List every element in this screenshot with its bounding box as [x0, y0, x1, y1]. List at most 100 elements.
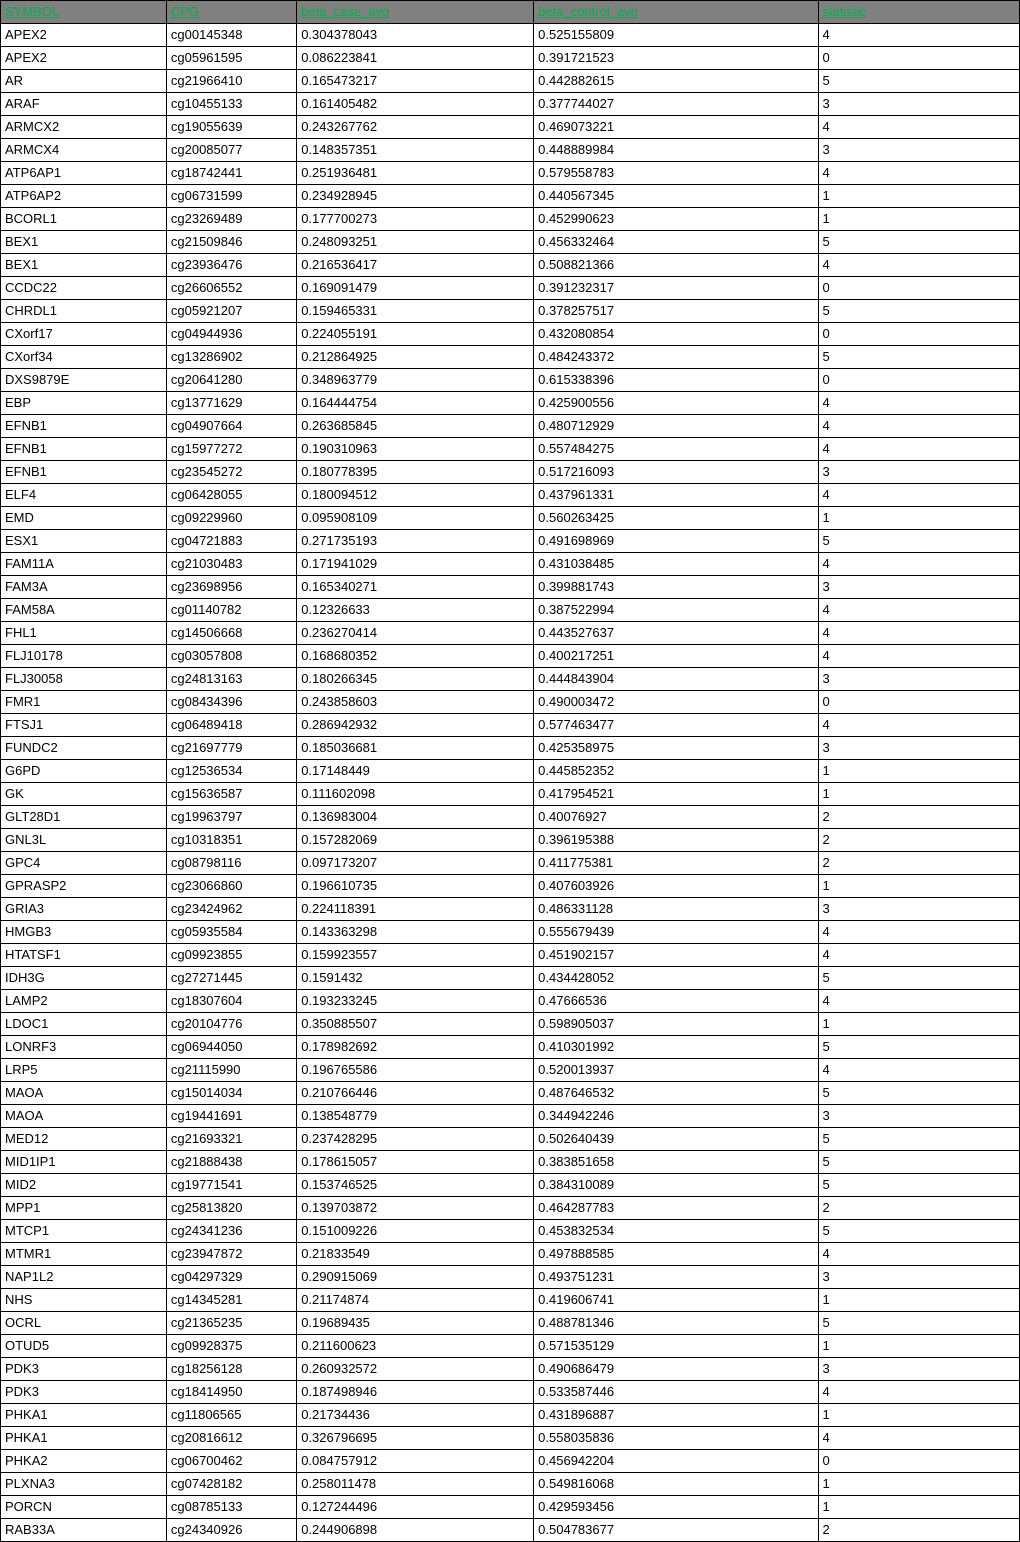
table-cell: 0.248093251: [297, 231, 534, 254]
table-cell: cg04297329: [166, 1266, 296, 1289]
table-row: CXorf34cg132869020.2128649250.4842433725: [1, 346, 1020, 369]
table-cell: G6PD: [1, 760, 167, 783]
table-cell: PHKA2: [1, 1450, 167, 1473]
table-cell: 2: [818, 1197, 1019, 1220]
table-cell: cg19963797: [166, 806, 296, 829]
table-row: BEX1cg239364760.2165364170.5088213664: [1, 254, 1020, 277]
table-cell: 4: [818, 162, 1019, 185]
table-cell: 0.178982692: [297, 1036, 534, 1059]
table-cell: GNL3L: [1, 829, 167, 852]
table-cell: 0.425358975: [534, 737, 818, 760]
table-cell: 0.47666536: [534, 990, 818, 1013]
table-cell: cg11806565: [166, 1404, 296, 1427]
table-cell: 0.488781346: [534, 1312, 818, 1335]
table-row: GNL3Lcg103183510.1572820690.3961953882: [1, 829, 1020, 852]
table-cell: 0.508821366: [534, 254, 818, 277]
table-cell: 0.387522994: [534, 599, 818, 622]
table-cell: cg18414950: [166, 1381, 296, 1404]
table-cell: 0.224055191: [297, 323, 534, 346]
table-cell: MTMR1: [1, 1243, 167, 1266]
table-cell: 0.180778395: [297, 461, 534, 484]
table-row: FAM58Acg011407820.123266330.3875229944: [1, 599, 1020, 622]
table-cell: 5: [818, 1312, 1019, 1335]
table-cell: ARMCX4: [1, 139, 167, 162]
table-cell: FAM11A: [1, 553, 167, 576]
table-cell: 5: [818, 1220, 1019, 1243]
table-cell: 0.480712929: [534, 415, 818, 438]
table-cell: 1: [818, 1473, 1019, 1496]
table-cell: 0.453832534: [534, 1220, 818, 1243]
data-table: SYMBOL CPG beta_case_avg beta_control_av…: [0, 0, 1020, 1542]
table-cell: 0.491698969: [534, 530, 818, 553]
table-row: MAOAcg194416910.1385487790.3449422463: [1, 1105, 1020, 1128]
table-row: PDK3cg184149500.1874989460.5335874464: [1, 1381, 1020, 1404]
table-row: PDK3cg182561280.2609325720.4906864793: [1, 1358, 1020, 1381]
table-cell: NAP1L2: [1, 1266, 167, 1289]
table-cell: IDH3G: [1, 967, 167, 990]
table-cell: 0.391721523: [534, 47, 818, 70]
table-cell: MID2: [1, 1174, 167, 1197]
table-cell: 4: [818, 645, 1019, 668]
table-row: FLJ30058cg248131630.1802663450.444843904…: [1, 668, 1020, 691]
table-row: LRP5cg211159900.1967655860.5200139374: [1, 1059, 1020, 1082]
table-cell: 0: [818, 277, 1019, 300]
table-cell: GRIA3: [1, 898, 167, 921]
table-cell: FUNDC2: [1, 737, 167, 760]
table-cell: 4: [818, 1427, 1019, 1450]
table-cell: EFNB1: [1, 415, 167, 438]
table-cell: 0: [818, 369, 1019, 392]
table-cell: LRP5: [1, 1059, 167, 1082]
header-symbol: SYMBOL: [1, 1, 167, 24]
table-cell: cg00145348: [166, 24, 296, 47]
table-cell: cg23947872: [166, 1243, 296, 1266]
table-cell: HTATSF1: [1, 944, 167, 967]
table-cell: cg14506668: [166, 622, 296, 645]
table-row: BEX1cg215098460.2480932510.4563324645: [1, 231, 1020, 254]
table-cell: 4: [818, 24, 1019, 47]
table-cell: GPC4: [1, 852, 167, 875]
table-cell: cg19441691: [166, 1105, 296, 1128]
table-cell: 0.486331128: [534, 898, 818, 921]
table-cell: 0.139703872: [297, 1197, 534, 1220]
table-cell: LAMP2: [1, 990, 167, 1013]
table-cell: HMGB3: [1, 921, 167, 944]
table-cell: EMD: [1, 507, 167, 530]
table-cell: cg08785133: [166, 1496, 296, 1519]
table-cell: 0.138548779: [297, 1105, 534, 1128]
table-cell: 1: [818, 208, 1019, 231]
table-cell: cg06428055: [166, 484, 296, 507]
table-cell: EFNB1: [1, 461, 167, 484]
table-row: G6PDcg125365340.171484490.4458523521: [1, 760, 1020, 783]
table-row: FAM3Acg236989560.1653402710.3998817433: [1, 576, 1020, 599]
table-cell: 0.437961331: [534, 484, 818, 507]
table-cell: 0.377744027: [534, 93, 818, 116]
table-cell: cg24813163: [166, 668, 296, 691]
table-cell: FHL1: [1, 622, 167, 645]
table-cell: GPRASP2: [1, 875, 167, 898]
table-cell: 5: [818, 967, 1019, 990]
table-cell: 4: [818, 438, 1019, 461]
table-cell: 1: [818, 1013, 1019, 1036]
table-cell: cg24340926: [166, 1519, 296, 1542]
table-cell: cg20104776: [166, 1013, 296, 1036]
table-cell: 0.411775381: [534, 852, 818, 875]
table-row: CHRDL1cg059212070.1594653310.3782575175: [1, 300, 1020, 323]
table-cell: cg23269489: [166, 208, 296, 231]
table-cell: cg13286902: [166, 346, 296, 369]
table-row: EMDcg092299600.0959081090.5602634251: [1, 507, 1020, 530]
table-cell: cg25813820: [166, 1197, 296, 1220]
table-cell: 0.086223841: [297, 47, 534, 70]
table-cell: 4: [818, 944, 1019, 967]
table-body: APEX2cg001453480.3043780430.5251558094AP…: [1, 24, 1020, 1542]
table-cell: cg06489418: [166, 714, 296, 737]
table-cell: 0.260932572: [297, 1358, 534, 1381]
table-cell: 0.084757912: [297, 1450, 534, 1473]
table-cell: 0: [818, 1450, 1019, 1473]
table-cell: 0.136983004: [297, 806, 534, 829]
table-cell: 0.19689435: [297, 1312, 534, 1335]
table-cell: 0.396195388: [534, 829, 818, 852]
table-row: BCORL1cg232694890.1777002730.4529906231: [1, 208, 1020, 231]
table-row: IDH3Gcg272714450.15914320.4344280525: [1, 967, 1020, 990]
table-cell: 0.095908109: [297, 507, 534, 530]
table-cell: 0.558035836: [534, 1427, 818, 1450]
